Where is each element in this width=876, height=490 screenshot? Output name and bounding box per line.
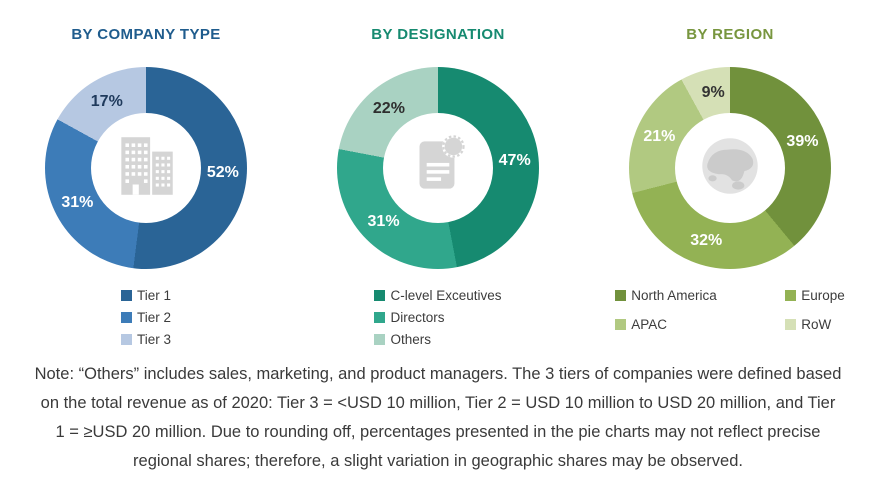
donut-hole (675, 113, 785, 223)
legend-item: North America (615, 288, 785, 303)
legend-label: RoW (801, 317, 832, 332)
legend: C-level Exceutives Directors Others (374, 281, 502, 354)
chart-region: BY REGION 39% 32% 21% 9% North America Europ… (584, 26, 876, 354)
legend-label: Directors (390, 310, 445, 325)
legend-swatch (615, 290, 627, 301)
slice-value-label: 21% (643, 128, 676, 146)
legend-swatch (785, 319, 797, 330)
slice-value-label: 31% (61, 193, 94, 211)
donut: 39% 32% 21% 9% (629, 67, 831, 269)
legend-label: C-level Exceutives (390, 288, 502, 303)
slice-value-label: 9% (701, 83, 725, 101)
legend-swatch (615, 319, 627, 330)
chart-title: BY REGION (686, 26, 774, 43)
legend: Tier 1 Tier 2 Tier 3 (120, 281, 171, 354)
legend: North America Europe APAC RoW (615, 281, 845, 339)
footnote-line: regional shares; therefore, a slight var… (133, 452, 743, 470)
donut-hole (91, 113, 201, 223)
legend-swatch (374, 290, 386, 301)
legend-wrap: C-level Exceutives Directors Others (292, 281, 584, 354)
chart-designation: BY DESIGNATION (292, 26, 584, 354)
chart-title: BY DESIGNATION (371, 26, 505, 43)
slice-value-label: 47% (498, 151, 531, 169)
legend-wrap: Tier 1 Tier 2 Tier 3 (0, 281, 292, 354)
legend-item: Tier 3 (120, 332, 171, 347)
charts-row: BY COMPANY TYPE (0, 26, 876, 354)
slice-value-label: 32% (690, 232, 723, 250)
slice-value-label: 52% (206, 163, 239, 181)
legend-item: Directors (374, 310, 501, 325)
legend-swatch (785, 290, 797, 301)
legend-label: Europe (801, 288, 845, 303)
legend-item: APAC (615, 317, 785, 332)
legend-swatch (120, 290, 132, 301)
slice-value-label: 39% (786, 132, 819, 150)
legend-item: RoW (785, 317, 845, 332)
footnote: Note: “Others” includes sales, marketing… (0, 360, 876, 476)
slice-value-label: 17% (90, 92, 123, 110)
legend-label: Tier 1 (136, 288, 171, 303)
slice-value-label: 31% (367, 213, 400, 231)
legend-label: North America (631, 288, 717, 303)
legend-label: APAC (631, 317, 667, 332)
legend-item: Others (374, 332, 501, 347)
legend-label: Others (390, 332, 431, 347)
legend-label: Tier 2 (136, 310, 171, 325)
legend-wrap: North America Europe APAC RoW (584, 281, 876, 339)
legend-swatch (120, 334, 132, 345)
donut-hole (383, 113, 493, 223)
building-icon (109, 129, 183, 208)
donut: 47% 31% 22% (337, 67, 539, 269)
donut: 52% 31% 17% (45, 67, 247, 269)
legend-item: Europe (785, 288, 845, 303)
chart-title: BY COMPANY TYPE (71, 26, 221, 43)
legend-swatch (374, 334, 386, 345)
footnote-line: 1 = ≥USD 20 million. Due to rounding off… (55, 423, 821, 441)
footnote-line: Note: “Others” includes sales, marketing… (34, 365, 842, 383)
chart-company-type: BY COMPANY TYPE (0, 26, 292, 354)
legend-item: Tier 2 (120, 310, 171, 325)
globe-icon (691, 127, 769, 210)
legend-item: C-level Exceutives (374, 288, 502, 303)
legend-swatch (120, 312, 132, 323)
legend-label: Tier 3 (136, 332, 171, 347)
document-certificate-icon (401, 129, 475, 208)
slice-value-label: 22% (372, 99, 405, 117)
footnote-line: on the total revenue as of 2020: Tier 3 … (40, 394, 836, 412)
legend-swatch (374, 312, 386, 323)
legend-item: Tier 1 (120, 288, 171, 303)
